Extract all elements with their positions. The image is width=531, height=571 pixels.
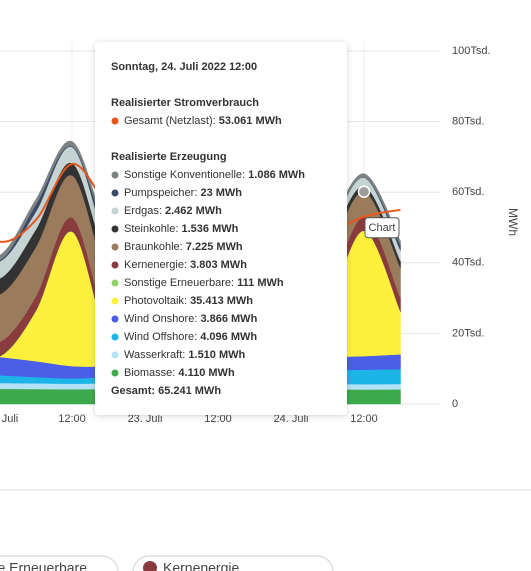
tooltip-bullet	[111, 297, 119, 305]
series-name: Wasserkraft	[124, 349, 182, 361]
legend: Sonstige Erneuerbare Kernenergie	[0, 555, 334, 571]
separator: :	[242, 169, 248, 181]
x-tick-label: 12:00	[204, 413, 232, 425]
legend-marker[interactable]	[143, 561, 157, 571]
series-name: Braunkohle	[124, 241, 180, 253]
tooltip-bullet	[111, 333, 119, 341]
separator: :	[182, 349, 188, 361]
tooltip-row: Photovoltaik: 35.413 MWh	[124, 295, 253, 307]
legend-item[interactable]: Kernenergie	[132, 555, 334, 571]
series-name: Wind Offshore	[124, 331, 194, 343]
y-axis-label: MWh	[506, 208, 520, 236]
y-tick-label: 40Tsd.	[452, 257, 484, 269]
legend-item[interactable]: Sonstige Erneuerbare	[0, 555, 119, 571]
separator: :	[194, 331, 200, 343]
separator: :	[194, 187, 200, 199]
series-value: 4.110 MWh	[178, 367, 235, 379]
tooltip-row: Steinkohle: 1.536 MWh	[124, 223, 239, 235]
separator: :	[172, 367, 178, 379]
series-value: 35.413 MWh	[190, 295, 253, 307]
series-name: Erdgas	[124, 205, 159, 217]
tooltip-row: Kernenergie: 3.803 MWh	[124, 259, 247, 271]
series-value: 3.803 MWh	[190, 259, 247, 271]
x-tick-label: 12:00	[350, 413, 378, 425]
hover-label: Chart	[369, 222, 396, 234]
tooltip-bullet	[111, 117, 119, 125]
separator: :	[213, 115, 219, 127]
series-value: 23 MWh	[200, 187, 242, 199]
series-value: 3.866 MWh	[200, 313, 257, 325]
tooltip-bullet	[111, 279, 119, 287]
y-tick-label: 0	[452, 398, 458, 410]
x-tick-label: Juli	[2, 413, 19, 425]
separator: :	[184, 259, 190, 271]
separator: :	[194, 313, 200, 325]
tooltip-bullet	[111, 225, 119, 233]
tooltip-heading: Realisierter Stromverbrauch	[111, 97, 259, 109]
y-tick-label: 80Tsd.	[452, 116, 484, 128]
separator: :	[184, 295, 190, 307]
tooltip-row: Wasserkraft: 1.510 MWh	[124, 349, 246, 361]
hover-marker	[357, 185, 371, 198]
tooltip-box	[95, 42, 347, 415]
legend-chip[interactable]	[0, 555, 119, 571]
y-tick-label: 100Tsd.	[452, 45, 491, 57]
tooltip-title: Sonntag, 24. Juli 2022 12:00	[111, 61, 257, 73]
tooltip-bullet	[111, 243, 119, 251]
tooltip-bullet	[111, 369, 119, 377]
tooltip: Sonntag, 24. Juli 2022 12:00 Realisierte…	[95, 42, 347, 415]
tooltip-bullet	[111, 315, 119, 323]
tooltip-row: Erdgas: 2.462 MWh	[124, 205, 222, 217]
legend-chip[interactable]	[132, 555, 334, 571]
series-name: Pumpspeicher	[124, 187, 195, 199]
tooltip-row: Sonstige Konventionelle: 1.086 MWh	[124, 169, 305, 181]
series-value: 1.536 MWh	[182, 223, 239, 235]
tooltip-row: Pumpspeicher: 23 MWh	[124, 187, 242, 199]
separator: :	[180, 241, 186, 253]
series-value: 1.510 MWh	[188, 349, 245, 361]
series-value: 2.462 MWh	[165, 205, 222, 217]
separator: :	[175, 223, 181, 235]
legend-label[interactable]: Kernenergie	[163, 560, 239, 571]
tooltip-total: Gesamt: 65.241 MWh	[111, 385, 221, 397]
tooltip-row: Wind Offshore: 4.096 MWh	[124, 331, 257, 343]
series-name: Kernenergie	[124, 259, 184, 271]
separator: :	[159, 205, 165, 217]
separator: :	[231, 277, 237, 289]
y-tick-label: 20Tsd.	[452, 327, 484, 339]
series-value: 4.096 MWh	[200, 331, 257, 343]
tooltip-row: Wind Onshore: 3.866 MWh	[124, 313, 258, 325]
tooltip-heading: Realisierte Erzeugung	[111, 151, 227, 163]
series-name: Sonstige Konventionelle	[124, 169, 242, 181]
tooltip-row: Sonstige Erneuerbare: 111 MWh	[124, 277, 284, 289]
tooltip-row: Braunkohle: 7.225 MWh	[124, 241, 243, 253]
series-name: Wind Onshore	[124, 313, 194, 325]
tooltip-bullet	[111, 261, 119, 269]
tooltip-bullet	[111, 189, 119, 197]
x-tick-label: 24. Juli	[274, 413, 309, 425]
series-value: 7.225 MWh	[186, 241, 243, 253]
tooltip-bullet	[111, 351, 119, 359]
x-tick-label: 12:00	[58, 413, 86, 425]
y-tick-label: 60Tsd.	[452, 186, 484, 198]
series-name: Sonstige Erneuerbare	[124, 277, 231, 289]
legend-label[interactable]: Sonstige Erneuerbare	[0, 560, 87, 571]
x-tick-label: 23. Juli	[128, 413, 163, 425]
tooltip-row: Gesamt (Netzlast): 53.061 MWh	[124, 115, 282, 127]
tooltip-row: Biomasse: 4.110 MWh	[124, 367, 235, 379]
hover-label-box	[364, 217, 400, 239]
series-value: 53.061 MWh	[219, 115, 282, 127]
tooltip-bullet	[111, 171, 119, 179]
axes: 0 20Tsd. 40Tsd. 60Tsd. 80Tsd. 100Tsd. Juli 12:0…	[2, 45, 491, 425]
series-value: 1.086 MWh	[248, 169, 305, 181]
tooltip-bullet	[111, 207, 119, 215]
series-name: Biomasse	[124, 367, 172, 379]
series-name: Gesamt (Netzlast)	[124, 115, 213, 127]
series-value: 111 MWh	[237, 277, 284, 289]
series-name: Steinkohle	[124, 223, 175, 235]
series-name: Photovoltaik	[124, 295, 184, 307]
